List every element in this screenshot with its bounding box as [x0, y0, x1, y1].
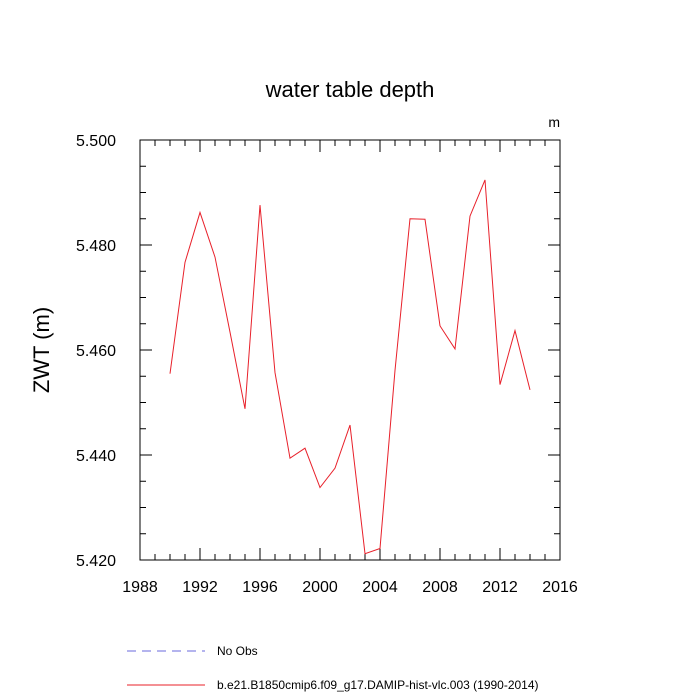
x-tick-label: 2012 [482, 579, 518, 596]
x-tick-label: 2000 [302, 579, 338, 596]
legend-label: b.e21.B1850cmip6.f09_g17.DAMIP-hist-vlc.… [217, 678, 539, 692]
x-tick-label: 2004 [362, 579, 398, 596]
series-lines [169, 179, 531, 555]
y-tick-labels: 5.420 5.440 5.460 5.480 5.500 [76, 133, 116, 570]
y-tick-label: 5.420 [76, 553, 116, 570]
y-tick-label: 5.460 [76, 343, 116, 360]
legend: No Obs b.e21.B1850cmip6.f09_g17.DAMIP-his… [127, 644, 539, 692]
series-line [169, 179, 531, 555]
y-tick-label: 5.480 [76, 238, 116, 255]
y-tick-label: 5.500 [76, 133, 116, 150]
y-tick-label: 5.440 [76, 448, 116, 465]
x-tick-label: 2008 [422, 579, 458, 596]
legend-label: No Obs [217, 644, 258, 658]
x-tick-labels: 1988 1992 1996 2000 2004 2008 2012 2016 [122, 579, 578, 596]
x-tick-label: 2016 [542, 579, 578, 596]
chart-title: water table depth [265, 77, 435, 102]
x-tick-label: 1992 [182, 579, 218, 596]
x-tick-label: 1996 [242, 579, 278, 596]
x-tick-label: 1988 [122, 579, 158, 596]
y-axis-label: ZWT (m) [29, 307, 54, 393]
axis-ticks [139, 139, 561, 561]
units-label: m [548, 114, 560, 130]
